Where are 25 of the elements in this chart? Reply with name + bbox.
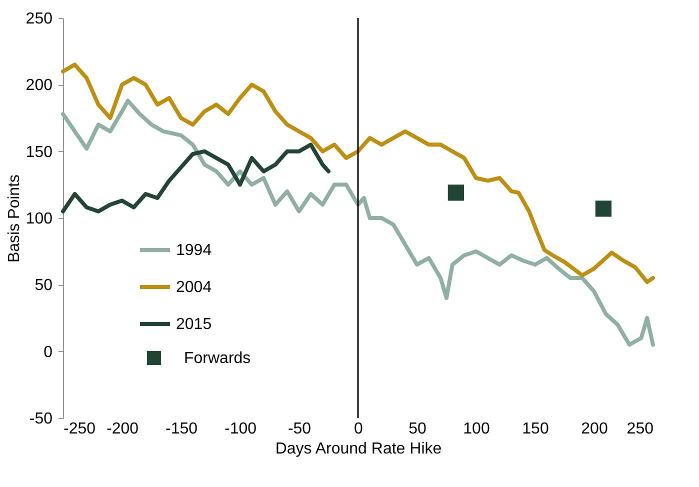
x-tick-label: 100 bbox=[463, 420, 490, 438]
x-tick-label: -150 bbox=[165, 420, 198, 438]
legend-label: 2004 bbox=[176, 279, 212, 296]
legend-label: 1994 bbox=[176, 242, 212, 259]
x-tick-label: -200 bbox=[106, 420, 139, 438]
x-tick-label: 150 bbox=[522, 420, 549, 438]
x-axis-title: Days Around Rate Hike bbox=[275, 440, 442, 458]
legend-label: Forwards bbox=[184, 350, 251, 367]
legend-label: 2015 bbox=[176, 316, 212, 333]
y-tick-label: 50 bbox=[34, 277, 53, 294]
line-series bbox=[61, 142, 330, 214]
x-tick-label: -250 bbox=[64, 420, 96, 438]
x-tick-label: 50 bbox=[408, 420, 426, 438]
x-tick-label: 250 bbox=[626, 420, 654, 438]
y-tick-label: 150 bbox=[26, 144, 53, 161]
y-tick-label: 200 bbox=[26, 77, 53, 94]
y-tick-label: 0 bbox=[44, 344, 53, 361]
x-tick-label: 0 bbox=[354, 420, 364, 438]
y-axis-title: Basis Points bbox=[6, 174, 23, 263]
x-tick-label: 200 bbox=[581, 420, 608, 438]
x-tick-label: -100 bbox=[224, 420, 257, 438]
line-series bbox=[61, 98, 655, 347]
y-tick-label: 100 bbox=[26, 210, 53, 228]
y-tick-label: 250 bbox=[26, 10, 53, 28]
x-tick-label: -50 bbox=[288, 420, 312, 438]
